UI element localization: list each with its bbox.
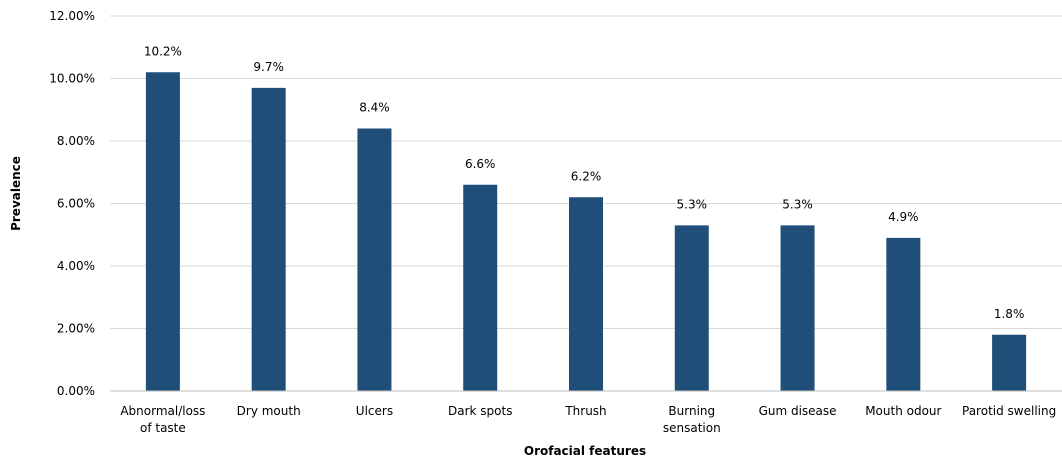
x-tick-label: Burning sensation [663,404,721,435]
x-axis-title: Orofacial features [524,444,646,458]
data-label: 8.4% [359,101,390,115]
y-axis-tick-labels: 0.00% 2.00% 4.00% 6.00% 8.00% 10.00% 12.00% [49,9,95,398]
y-axis-title: Prevalence [9,156,23,231]
y-tick-label: 8.00% [57,134,95,148]
x-tick-label: Ulcers [356,404,393,418]
bars [145,72,1027,391]
data-label: 5.3% [677,197,708,211]
bar [886,237,921,391]
bar [145,72,180,391]
data-label: 1.8% [994,307,1025,321]
y-tick-label: 12.00% [49,9,95,23]
data-label: 6.6% [465,157,496,171]
y-tick-label: 6.00% [57,197,95,211]
x-tick-label: Gum disease [759,404,837,418]
data-label: 9.7% [253,60,284,74]
bar [992,334,1027,391]
bar [251,87,286,391]
bar [357,128,392,391]
data-label: 5.3% [782,197,813,211]
data-label: 4.9% [888,210,919,224]
x-axis-category-labels: Abnormal/loss of taste Dry mouth Ulcers Dark… [120,404,1056,435]
y-tick-label: 2.00% [57,322,95,336]
bar [674,225,709,391]
x-tick-label: Abnormal/loss of taste [120,404,205,435]
x-tick-label: Thrush [564,404,606,418]
x-tick-label: Dry mouth [237,404,301,418]
bar [780,225,815,391]
x-tick-label: Dark spots [448,404,512,418]
bar [463,184,498,391]
bar [569,197,603,391]
x-tick-label: Parotid swelling [962,404,1056,418]
data-label: 6.2% [571,169,602,183]
y-tick-label: 0.00% [57,384,95,398]
data-labels: 10.2% 9.7% 8.4% 6.6% 6.2% 5.3% 5.3% 4.9% 1.8% [144,44,1025,321]
x-tick-label: Mouth odour [865,404,941,418]
y-tick-label: 10.00% [49,72,95,86]
y-tick-label: 4.00% [57,259,95,273]
data-label: 10.2% [144,44,182,58]
